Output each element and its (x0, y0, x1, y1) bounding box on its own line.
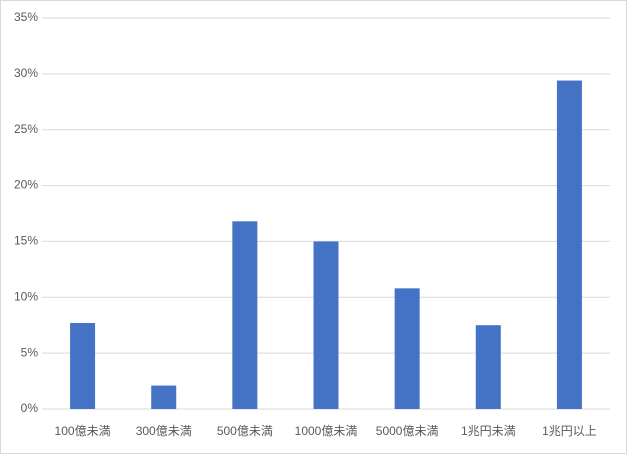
x-tick-label: 500億未満 (217, 424, 273, 438)
x-tick-label: 300億未満 (136, 424, 192, 438)
x-tick-label: 100億未満 (55, 424, 111, 438)
y-tick-label: 25% (14, 122, 38, 136)
y-tick-label: 15% (14, 234, 38, 248)
bar (151, 385, 177, 409)
y-tick-label: 5% (21, 345, 39, 359)
y-tick-label: 30% (14, 66, 38, 80)
y-tick-label: 20% (14, 178, 38, 192)
bar (232, 221, 258, 409)
bar (394, 288, 420, 409)
x-tick-label: 5000億未満 (376, 424, 439, 438)
x-tick-label: 1000億未満 (295, 424, 358, 438)
y-tick-label: 10% (14, 289, 38, 303)
bar (313, 241, 339, 409)
bar (70, 322, 96, 409)
x-tick-label: 1兆円以上 (542, 424, 597, 438)
y-tick-label: 35% (14, 10, 38, 24)
y-tick-label: 0% (21, 401, 39, 415)
bar (556, 80, 582, 409)
bar (475, 325, 501, 409)
x-tick-label: 1兆円未満 (461, 424, 516, 438)
